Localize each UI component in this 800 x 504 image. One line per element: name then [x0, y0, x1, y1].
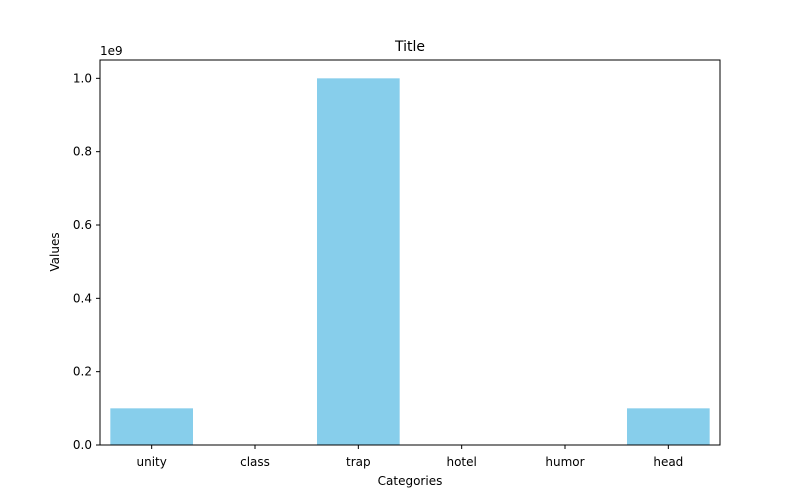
bar-unity: [110, 408, 193, 445]
chart-title: Title: [394, 39, 425, 55]
y-tick-label: 1.0: [73, 71, 92, 85]
y-axis-offset-label: 1e9: [100, 44, 123, 58]
y-tick-label: 0.2: [73, 365, 92, 379]
y-tick-label: 0.8: [73, 145, 92, 159]
y-tick-label: 0.0: [73, 438, 92, 452]
x-tick-label-hotel: hotel: [446, 455, 476, 469]
y-axis-label: Values: [48, 232, 62, 271]
x-axis-label: Categories: [378, 474, 443, 488]
x-tick-label-unity: unity: [136, 455, 166, 469]
y-tick-label: 0.4: [73, 291, 92, 305]
bars-group: [110, 78, 710, 445]
x-tick-label-humor: humor: [545, 455, 584, 469]
bar-trap: [317, 78, 400, 445]
bar-head: [627, 408, 710, 445]
y-tick-label: 0.6: [73, 218, 92, 232]
x-tick-label-head: head: [653, 455, 683, 469]
plot-area-frame: [99, 59, 721, 446]
x-tick-label-trap: trap: [346, 455, 371, 469]
ticks-group: unity class trap hotel humor head 0.0 0.2 0.4 0.6…: [73, 71, 683, 469]
x-tick-label-class: class: [240, 455, 270, 469]
